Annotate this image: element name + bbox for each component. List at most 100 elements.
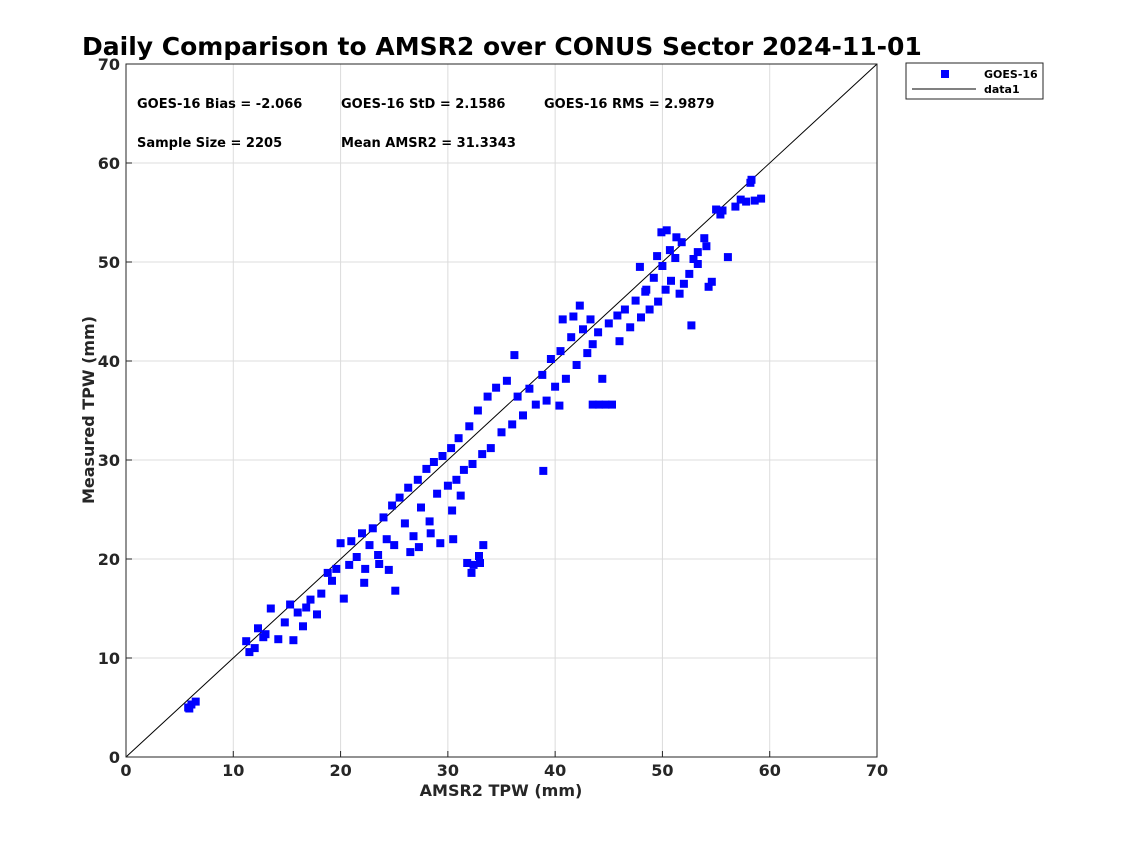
data-point — [626, 323, 635, 332]
data-point — [693, 248, 702, 257]
stat-bias: GOES-16 Bias = -2.066 — [137, 97, 302, 112]
data-point — [352, 553, 361, 561]
x-tick-label: 40 — [544, 761, 566, 780]
data-point — [345, 560, 354, 569]
data-point — [286, 600, 295, 609]
data-point — [723, 253, 732, 262]
data-point — [395, 493, 404, 502]
data-point — [360, 578, 369, 587]
data-point — [679, 279, 688, 288]
data-point — [588, 340, 597, 349]
data-point — [635, 262, 644, 271]
data-point — [323, 568, 332, 577]
y-tick-label: 20 — [98, 550, 120, 569]
data-point — [555, 401, 564, 410]
data-point — [531, 400, 540, 409]
data-point — [637, 313, 645, 322]
data-point — [336, 539, 345, 548]
data-point — [608, 400, 616, 409]
y-tick-label: 50 — [98, 253, 120, 272]
y-tick-label: 70 — [98, 55, 120, 74]
data-point — [465, 422, 474, 431]
data-point — [642, 285, 651, 294]
data-point — [569, 312, 578, 321]
y-tick-label: 30 — [98, 451, 120, 470]
data-point — [492, 383, 501, 392]
data-point — [572, 361, 581, 369]
data-point — [475, 552, 483, 560]
x-tick-label: 70 — [866, 761, 888, 780]
legend-marker-goes16 — [941, 70, 949, 78]
data-point — [289, 636, 298, 645]
data-point — [448, 506, 457, 515]
data-point — [456, 491, 465, 500]
data-point — [433, 489, 442, 498]
data-point — [653, 252, 662, 261]
legend: GOES-16 data1 — [905, 62, 1044, 100]
data-point — [459, 465, 468, 474]
data-point — [551, 382, 560, 391]
data-point — [479, 541, 488, 550]
data-point — [736, 195, 745, 204]
data-point — [615, 337, 624, 346]
data-point — [556, 347, 565, 356]
data-point — [662, 226, 671, 235]
data-point — [375, 560, 384, 568]
data-point — [704, 282, 713, 291]
data-point — [542, 396, 551, 405]
data-point — [185, 704, 194, 713]
data-point — [575, 301, 584, 310]
data-point — [417, 503, 425, 512]
data-point — [700, 234, 709, 243]
data-point — [519, 411, 527, 420]
chart-title: Daily Comparison to AMSR2 over CONUS Sec… — [82, 32, 922, 61]
x-tick-label: 10 — [222, 761, 244, 780]
data-point — [328, 576, 336, 585]
data-point — [546, 355, 555, 363]
data-point — [400, 519, 409, 528]
data-point — [567, 333, 576, 342]
data-point — [361, 564, 370, 573]
data-point — [468, 460, 477, 468]
data-point — [422, 464, 431, 473]
data-point — [368, 524, 377, 533]
data-point — [750, 196, 759, 205]
data-point — [667, 276, 675, 285]
legend-box — [905, 62, 1044, 100]
data-point — [598, 374, 607, 383]
x-tick-label: 0 — [120, 761, 131, 780]
data-point — [250, 644, 259, 653]
data-point — [620, 305, 629, 314]
data-point — [594, 328, 603, 337]
data-point — [425, 517, 434, 526]
data-point — [413, 475, 422, 484]
data-point — [476, 559, 484, 567]
data-point — [242, 637, 251, 646]
data-point — [689, 255, 698, 263]
y-tick-label: 0 — [109, 748, 120, 767]
data-point — [510, 351, 519, 360]
data-point — [702, 242, 711, 251]
data-point — [742, 197, 751, 206]
data-point — [379, 513, 388, 522]
data-point — [583, 349, 592, 358]
data-point — [339, 594, 348, 603]
data-point — [266, 604, 275, 613]
data-point — [561, 374, 570, 383]
data-point — [447, 444, 456, 453]
data-point — [452, 475, 461, 484]
data-point — [539, 466, 548, 475]
y-tick-label: 60 — [98, 154, 120, 173]
y-tick-label: 10 — [98, 649, 120, 668]
data-point — [657, 228, 666, 237]
data-point — [649, 273, 658, 282]
data-point — [595, 400, 604, 409]
data-point — [757, 194, 766, 203]
data-point — [449, 535, 458, 544]
data-point — [299, 622, 307, 631]
data-point — [426, 529, 435, 538]
legend-label-data1: data1 — [984, 83, 1020, 96]
data-point — [677, 238, 686, 247]
data-point — [313, 610, 321, 619]
